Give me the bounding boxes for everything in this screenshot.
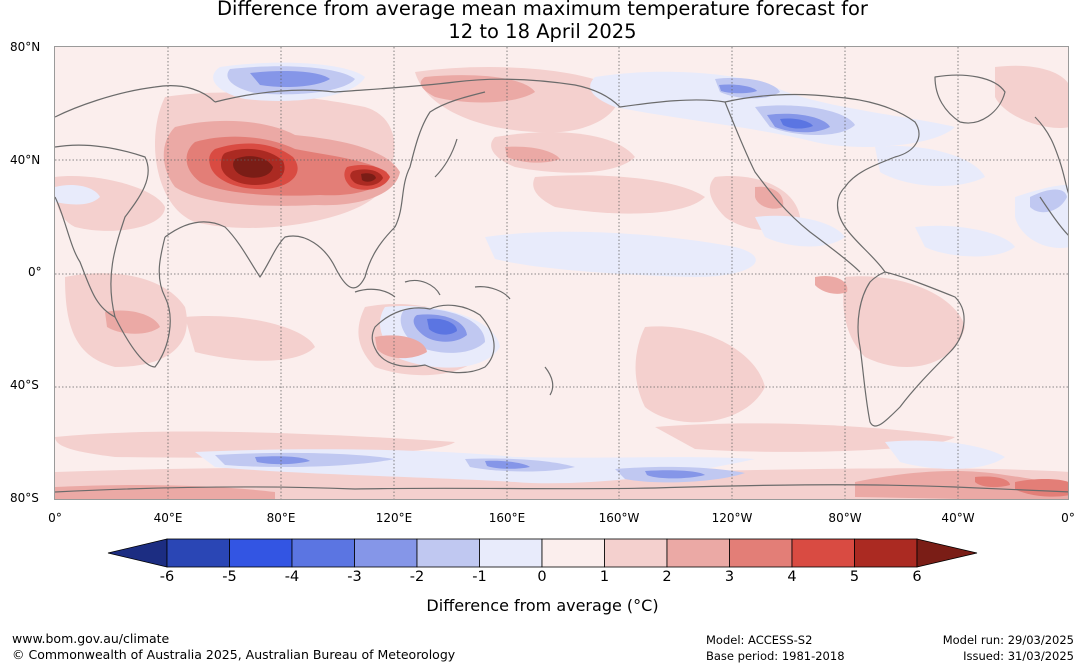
lon-label-120w: 120°W bbox=[711, 511, 753, 525]
lon-label-0-east: 0° bbox=[1061, 511, 1075, 525]
legend-swatch bbox=[166, 538, 230, 568]
cool-anomaly-core bbox=[427, 118, 813, 335]
lon-label-160e: 160°E bbox=[488, 511, 526, 525]
lon-label-40e: 40°E bbox=[153, 511, 183, 525]
footer-base-period: Base period: 1981-2018 bbox=[706, 649, 845, 663]
footer-copyright: © Commonwealth of Australia 2025, Austra… bbox=[12, 647, 456, 662]
lon-label-160w: 160°W bbox=[598, 511, 640, 525]
legend-swatch bbox=[854, 538, 918, 568]
legend-swatch bbox=[354, 538, 418, 568]
legend-tick-label: 3 bbox=[724, 569, 735, 585]
lon-label-80e: 80°E bbox=[266, 511, 296, 525]
lat-label-80s: 80°S bbox=[10, 491, 39, 505]
coastlines bbox=[55, 74, 1068, 493]
lon-label-40w: 40°W bbox=[941, 511, 975, 525]
legend-arrow-below bbox=[107, 538, 168, 568]
legend-tick-label: 5 bbox=[849, 569, 860, 585]
legend-colorbar bbox=[107, 538, 978, 568]
warm-anomaly-peak bbox=[233, 156, 376, 182]
footer-issued: Issued: 31/03/2025 bbox=[963, 649, 1074, 663]
legend-title: Difference from average (°C) bbox=[426, 596, 659, 615]
lon-label-80w: 80°W bbox=[828, 511, 862, 525]
legend-tick-label: 1 bbox=[599, 569, 610, 585]
map-title: Difference from average mean maximum tem… bbox=[0, 0, 1085, 43]
legend-tick-label: -4 bbox=[284, 569, 300, 585]
footer-website: www.bom.gov.au/climate bbox=[12, 631, 170, 646]
legend-tick-label: -3 bbox=[347, 569, 362, 585]
legend-swatch bbox=[229, 538, 293, 568]
legend-swatch bbox=[604, 538, 668, 568]
footer-model: Model: ACCESS-S2 bbox=[706, 633, 813, 647]
legend-swatch bbox=[541, 538, 605, 568]
legend-tick-label: 6 bbox=[912, 569, 922, 585]
legend-tick-label: 4 bbox=[787, 569, 797, 585]
graticule bbox=[55, 47, 1068, 499]
legend-tick-label: -5 bbox=[222, 569, 237, 585]
map-canvas bbox=[55, 47, 1068, 499]
legend-swatch bbox=[791, 538, 855, 568]
legend-tick-label: -1 bbox=[472, 569, 487, 585]
legend-tick-label: 2 bbox=[662, 569, 672, 585]
lat-label-80n: 80°N bbox=[10, 40, 41, 54]
lon-label-0: 0° bbox=[48, 511, 62, 525]
legend-swatch bbox=[416, 538, 480, 568]
legend-tick-label: 0 bbox=[537, 569, 547, 585]
footer-model-run: Model run: 29/03/2025 bbox=[942, 633, 1074, 647]
map-title-line2: 12 to 18 April 2025 bbox=[448, 20, 637, 43]
temperature-anomaly-map bbox=[54, 46, 1069, 500]
lat-label-equator: 0° bbox=[28, 265, 42, 279]
legend-swatch bbox=[479, 538, 543, 568]
lat-label-40s: 40°S bbox=[10, 378, 39, 392]
lat-label-40n: 40°N bbox=[10, 153, 41, 167]
map-title-line1: Difference from average mean maximum tem… bbox=[217, 0, 868, 20]
lon-label-120e: 120°E bbox=[375, 511, 413, 525]
legend-swatch bbox=[291, 538, 355, 568]
legend-swatch bbox=[666, 538, 730, 568]
legend-arrow-above bbox=[916, 538, 978, 568]
legend-tick-label: -2 bbox=[409, 569, 425, 585]
legend-tick-label: -6 bbox=[159, 569, 175, 585]
legend-swatch bbox=[729, 538, 793, 568]
